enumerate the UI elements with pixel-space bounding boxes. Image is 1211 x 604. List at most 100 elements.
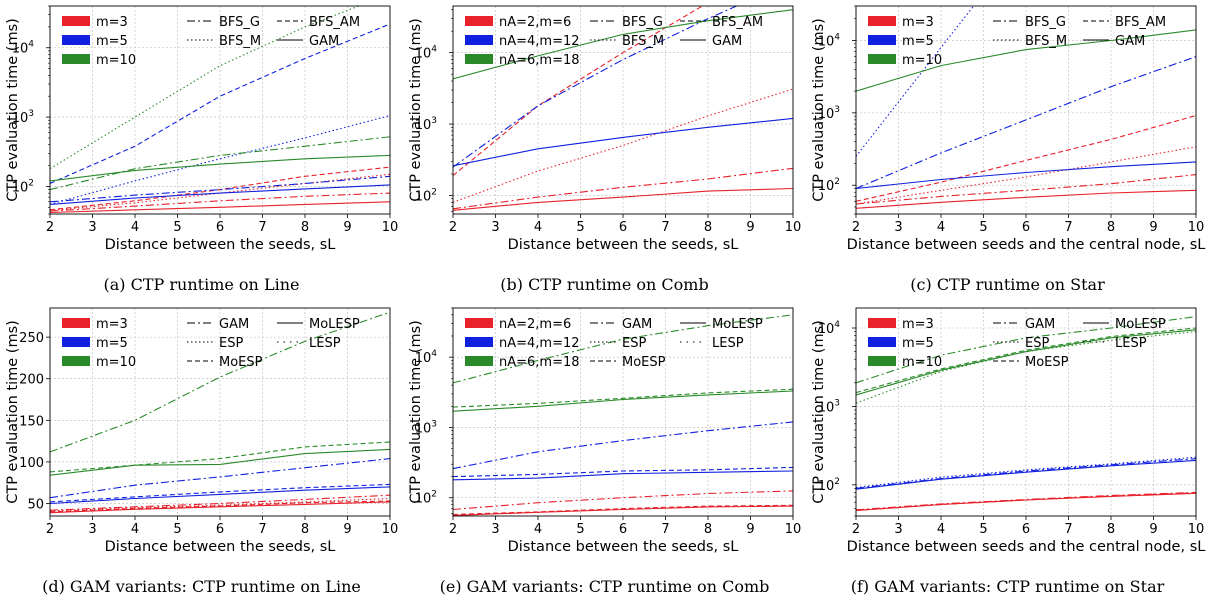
chart-1-axes-frame — [49, 5, 391, 215]
chart-6-tick-label-x-6: 6 — [1022, 522, 1030, 537]
chart-4-tick-label-x-8: 8 — [301, 522, 309, 537]
chart-6-tick-label-y-2: 104 — [818, 320, 841, 337]
chart-6-series-green-molesp — [856, 329, 1196, 396]
chart-1-tick-label-x-3: 3 — [88, 220, 96, 235]
chart-6-tick-label-y-0: 102 — [818, 477, 840, 494]
chart-5-xlabel: Distance between the seeds, sL — [508, 539, 739, 555]
chart-3-legend-swatch-1 — [868, 16, 896, 26]
chart-6-legend-swatch-3 — [868, 356, 896, 366]
chart-4-tick-label-y-4: 250 — [19, 331, 44, 346]
chart-2-tick-label-x-2: 2 — [449, 220, 457, 235]
chart-6-series-green-moesp — [856, 327, 1196, 394]
chart-3-axes-frame — [855, 5, 1197, 215]
chart-5-series-red-molesp — [453, 505, 793, 516]
chart-2-series-red-bfs-m — [453, 88, 793, 203]
chart-3-tick-label-x-6: 6 — [1022, 220, 1030, 235]
chart-1-xlabel: Distance between the seeds, sL — [105, 237, 336, 253]
chart-4-tick-label-x-3: 3 — [88, 522, 96, 537]
chart-4-legend-swatch-1 — [62, 318, 90, 328]
chart-4-legend-label-molesp: MoLESP — [309, 317, 360, 332]
chart-5-series-green-molesp — [453, 390, 793, 412]
caption-f: (f) GAM variants: CTP runtime on Star — [850, 577, 1165, 596]
chart-3-legend-label-bfs-am: BFS_AM — [1115, 15, 1166, 30]
chart-5-series-blue-moesp — [453, 466, 793, 478]
chart-1-ylabel: CTP evaluation time (ms) — [5, 18, 21, 202]
chart-1-legend-label-bfs-m: BFS_M — [219, 34, 261, 49]
chart-5-legend-label-moesp: MoESP — [622, 355, 666, 370]
chart-1-tick-label-y-2: 104 — [12, 40, 35, 57]
chart-6-tick-label-x-8: 8 — [1107, 522, 1115, 537]
chart-5-tick-label-x-6: 6 — [619, 522, 627, 537]
chart-6-series-blue-molesp — [856, 459, 1196, 490]
chart-1-series-red-gam — [50, 201, 390, 214]
chart-1-legend-label-m-5: m=5 — [96, 34, 128, 49]
chart-3-ylabel: CTP evaluation time (ms) — [811, 18, 827, 202]
chart-2-legend-swatch-3 — [465, 54, 493, 64]
chart-4-series-red-molesp — [50, 501, 390, 514]
chart-4-tick-label-x-7: 7 — [258, 522, 266, 537]
chart-6-legend-label-m-5: m=5 — [902, 336, 934, 351]
chart-3-tick-label-y-1: 103 — [818, 105, 840, 122]
chart-d: 2 3 4 5 6 7 8 9 10 50 100 150 200 250 Distance between… — [5, 307, 398, 555]
chart-4-legend-label-gam: GAM — [219, 317, 249, 332]
chart-2-axes-frame — [452, 5, 794, 215]
chart-4-series-green-moesp — [50, 441, 390, 473]
chart-2-legend-label-bfs-am: BFS_AM — [712, 15, 763, 30]
chart-5-legend-label-na-4-m-12: nA=4,m=12 — [499, 336, 580, 351]
chart-5-legend-label-na-2-m-6: nA=2,m=6 — [499, 317, 571, 332]
chart-6-series-blue-gam — [856, 458, 1196, 489]
chart-5-legend-label-lesp: LESP — [712, 336, 744, 351]
chart-6-series-green-gam — [856, 316, 1196, 384]
chart-4-series-red-moesp — [50, 500, 390, 513]
chart-3-legend-label-bfs-m: BFS_M — [1025, 34, 1067, 49]
chart-2-legend-label-bfs-g: BFS_G — [622, 15, 663, 30]
chart-2-tick-label-y-2: 104 — [415, 45, 438, 62]
chart-4-series-blue-gam — [50, 458, 390, 499]
chart-2-series-green-gam — [453, 9, 793, 80]
chart-6-legend-swatch-1 — [868, 318, 896, 328]
panel-d: 2 3 4 5 6 7 8 9 10 50 100 150 200 250 Distance between… — [0, 302, 403, 604]
chart-1-tick-label-x-5: 5 — [173, 220, 181, 235]
caption-b: (b) CTP runtime on Comb — [500, 275, 709, 294]
chart-2-tick-label-x-4: 4 — [534, 220, 542, 235]
chart-5-legend-label-na-6-m-18: nA=6,m=18 — [499, 355, 580, 370]
chart-1-tick-label-x-8: 8 — [301, 220, 309, 235]
chart-6-tick-label-x-2: 2 — [852, 522, 860, 537]
chart-6-tick-label-x-5: 5 — [979, 522, 987, 537]
chart-6-series-blue-esp — [856, 456, 1196, 489]
chart-1-tick-label-x-9: 9 — [343, 220, 351, 235]
chart-2-tick-label-y-0: 102 — [415, 187, 437, 204]
chart-2-ylabel: CTP evaluation time (ms) — [408, 18, 424, 202]
chart-3-legend-label-m-5: m=5 — [902, 34, 934, 49]
chart-6-series-group — [856, 316, 1196, 512]
chart-4-tick-label-x-4: 4 — [131, 522, 139, 537]
chart-3-tick-label-y-2: 104 — [818, 33, 841, 50]
panel-c: 2 3 4 5 6 7 8 9 10 102 103 104 Distance between seed… — [806, 0, 1209, 302]
chart-2-legend-label-na-6-m-18: nA=6,m=18 — [499, 53, 580, 68]
chart-3-tick-label-x-2: 2 — [852, 220, 860, 235]
chart-3-series-red-bfs-m — [856, 146, 1196, 205]
caption-a: (a) CTP runtime on Line — [103, 275, 300, 294]
chart-5-legend-label-molesp: MoLESP — [712, 317, 763, 332]
chart-1-tick-label-x-7: 7 — [258, 220, 266, 235]
chart-a: 2 3 4 5 6 7 8 9 10 102 103 104 Distance between the … — [5, 5, 399, 253]
chart-2-tick-label-x-5: 5 — [576, 220, 584, 235]
chart-1-series-blue-bfs-m — [50, 115, 390, 205]
chart-5-tick-label-x-2: 2 — [449, 522, 457, 537]
chart-b: 2 3 4 5 6 7 8 9 10 102 103 104 Distance between the … — [408, 5, 801, 253]
chart-3-tick-label-x-9: 9 — [1149, 220, 1157, 235]
chart-5-tick-label-x-8: 8 — [704, 522, 712, 537]
chart-3-tick-label-x-8: 8 — [1107, 220, 1115, 235]
chart-5-tick-label-x-10: 10 — [785, 522, 802, 537]
chart-5-series-blue-molesp — [453, 470, 793, 481]
chart-6-legend-label-gam: GAM — [1025, 317, 1055, 332]
chart-1-tick-label-x-10: 10 — [382, 220, 399, 235]
chart-1-tick-label-x-2: 2 — [46, 220, 54, 235]
chart-3-legend-label-gam: GAM — [1115, 34, 1145, 49]
chart-3-legend-label-bfs-g: BFS_G — [1025, 15, 1066, 30]
chart-4-tick-label-y-3: 200 — [19, 373, 44, 388]
chart-3-series-red-bfs-am — [856, 114, 1196, 202]
chart-2-legend-label-na-4-m-12: nA=4,m=12 — [499, 34, 580, 49]
chart-2-series-blue-gam — [453, 117, 793, 167]
